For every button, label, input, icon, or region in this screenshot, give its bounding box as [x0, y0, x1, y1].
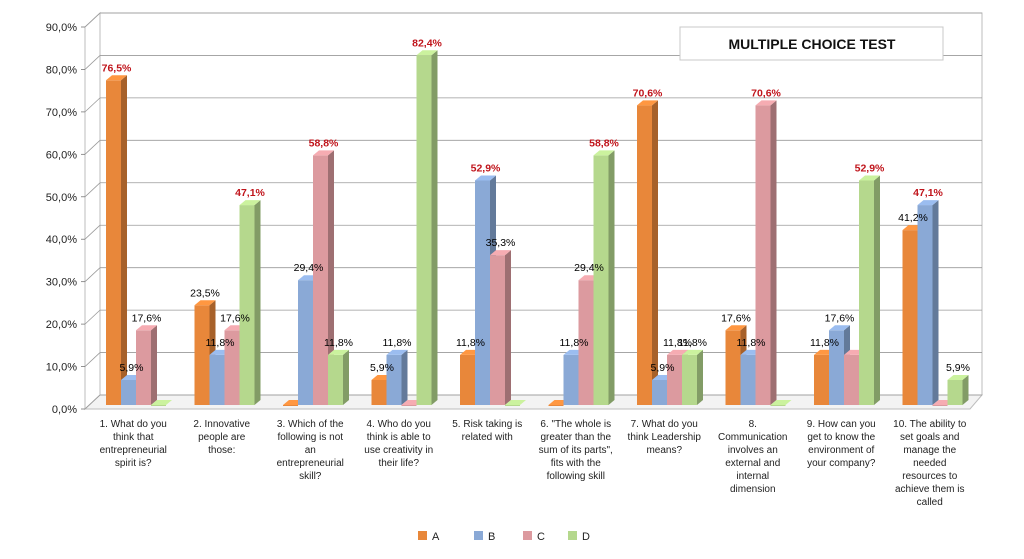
data-label: 17,6% — [132, 312, 162, 324]
legend-swatch — [568, 531, 577, 540]
data-label: 58,8% — [589, 137, 619, 149]
bar — [328, 349, 349, 405]
data-label: 11,8% — [560, 337, 589, 349]
data-label: 5,9% — [946, 362, 970, 374]
data-label: 11,8% — [663, 337, 692, 349]
data-label: 47,1% — [235, 187, 265, 199]
data-label: 11,8% — [737, 337, 766, 349]
x-category-label: 9. How can you get to know the environment… — [807, 419, 876, 469]
bars — [106, 50, 969, 406]
data-label: 29,4% — [574, 262, 604, 274]
bar — [637, 100, 658, 405]
y-tick-label: 10,0% — [46, 362, 77, 374]
bar — [859, 175, 880, 405]
legend-label: A — [432, 531, 440, 543]
chart-title-box: MULTIPLE CHOICE TEST — [679, 26, 944, 61]
bar — [239, 200, 261, 405]
bar — [917, 200, 939, 405]
y-tick-label: 20,0% — [46, 319, 77, 331]
x-category-label: 1. What do you think that entrepreneurial s… — [100, 419, 167, 469]
x-category-label: 6. "The whole is greater than the sum of i… — [539, 419, 613, 482]
data-label: 5,9% — [651, 362, 675, 374]
legend-swatch — [523, 531, 532, 540]
data-labels: 76,5% 5,9% 17,6% 23,5% 11,8% 17,6% 47,1% 29,4% 5… — [102, 37, 970, 374]
data-label: 47,1% — [913, 187, 943, 199]
data-label: 5,9% — [120, 362, 144, 374]
legend-swatch — [474, 531, 483, 540]
legend-item: B — [474, 531, 495, 543]
legend-swatch — [418, 531, 427, 540]
bar — [490, 250, 511, 405]
x-axis-labels: 1. What do you think that entrepreneurial s… — [100, 419, 967, 508]
y-tick-label: 50,0% — [46, 192, 77, 204]
data-label: 41,2% — [898, 212, 928, 224]
legend-item: C — [523, 531, 545, 543]
data-label: 52,9% — [855, 162, 885, 174]
y-axis: 0,0% 10,0% 20,0% 30,0% 40,0% 50,0% 60,0% 70,0% 8… — [46, 22, 77, 416]
data-label: 58,8% — [309, 137, 339, 149]
bar — [386, 349, 408, 405]
x-category-label: 3. Which of the following is not an entrepr… — [277, 419, 344, 482]
y-tick-label: 0,0% — [52, 404, 77, 416]
data-label: 76,5% — [102, 62, 132, 74]
data-label: 17,6% — [220, 312, 250, 324]
data-label: 11,8% — [456, 337, 485, 349]
y-tick-label: 30,0% — [46, 277, 77, 289]
x-category-label: 5. Risk taking is related with — [452, 419, 522, 443]
x-category-label: 10. The ability to set goals and manage th… — [893, 419, 967, 508]
y-tick-label: 80,0% — [46, 64, 77, 76]
data-label: 17,6% — [825, 312, 855, 324]
y-tick-label: 60,0% — [46, 149, 77, 161]
bar — [770, 400, 792, 406]
x-category-label: 2. Innovative people are those: — [193, 419, 250, 456]
legend-item: D — [568, 531, 590, 543]
y-tick-label: 40,0% — [46, 234, 77, 246]
bar — [593, 150, 615, 405]
bar — [106, 75, 127, 406]
x-category-label: 4. Who do you think is able to use creativ… — [364, 419, 433, 469]
legend-label: D — [582, 531, 590, 543]
bar — [682, 349, 703, 405]
x-category-label: 7. What do you think Leadership means? — [628, 419, 702, 456]
bar — [755, 100, 777, 405]
data-label: 11,8% — [383, 337, 412, 349]
data-label: 70,6% — [633, 87, 663, 99]
chart-title: MULTIPLE CHOICE TEST — [729, 36, 896, 52]
legend-label: B — [488, 531, 495, 543]
x-category-label: 8. Communication involves an external and in… — [718, 419, 787, 495]
bar — [505, 400, 526, 406]
bar — [151, 400, 172, 406]
data-label: 35,3% — [486, 237, 516, 249]
data-label: 5,9% — [370, 362, 394, 374]
data-label: 11,8% — [678, 337, 707, 349]
bar — [416, 50, 438, 405]
bar — [313, 150, 334, 405]
y-tick-label: 70,0% — [46, 107, 77, 119]
legend-label: C — [537, 531, 545, 543]
y-tick-label: 90,0% — [46, 22, 77, 34]
data-label: 52,9% — [471, 162, 501, 174]
data-label: 23,5% — [190, 287, 220, 299]
bar — [136, 325, 157, 405]
data-label: 11,8% — [324, 337, 353, 349]
data-label: 70,6% — [751, 87, 781, 99]
legend-item: A — [418, 531, 440, 543]
data-label: 11,8% — [206, 337, 235, 349]
data-label: 29,4% — [294, 262, 324, 274]
bar — [947, 374, 969, 405]
data-label: 11,8% — [810, 337, 839, 349]
data-label: 82,4% — [412, 37, 442, 49]
legend: A B C D — [418, 531, 590, 543]
data-label: 17,6% — [721, 312, 751, 324]
